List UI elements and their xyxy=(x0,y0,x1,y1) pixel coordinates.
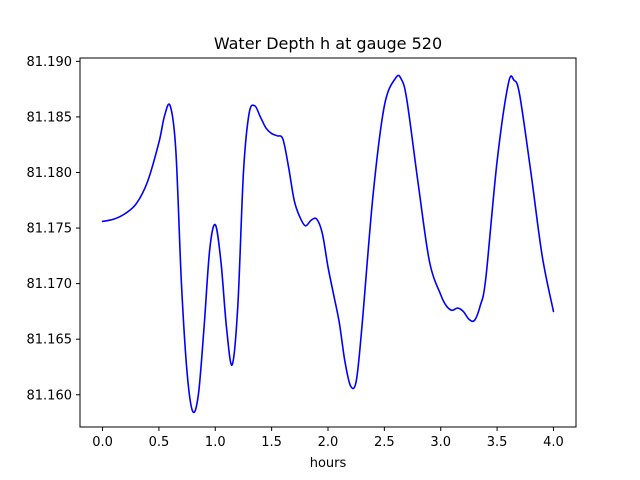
chart-title: Water Depth h at gauge 520 xyxy=(214,34,442,53)
x-tick-label: 4.0 xyxy=(543,435,564,450)
x-tick-label: 1.5 xyxy=(261,435,282,450)
y-tick-label: 81.185 xyxy=(27,110,73,125)
y-tick-label: 81.165 xyxy=(27,333,73,348)
y-tick-label: 81.170 xyxy=(27,277,73,292)
y-tick-label: 81.175 xyxy=(27,222,73,237)
y-tick-label: 81.190 xyxy=(27,55,73,70)
y-tick-label: 81.160 xyxy=(27,388,73,403)
x-axis-title: hours xyxy=(310,456,347,471)
y-axis: 81.160 81.165 81.170 81.175 81.180 81.185 81.1… xyxy=(27,55,80,403)
x-tick-label: 3.5 xyxy=(487,435,508,450)
x-axis: 0.0 0.5 1.0 1.5 2.0 2.5 3.0 3.5 4.0 xyxy=(92,427,564,450)
y-tick-label: 81.180 xyxy=(27,166,73,181)
x-tick-label: 0.5 xyxy=(149,435,170,450)
x-tick-label: 1.0 xyxy=(205,435,226,450)
x-tick-label: 3.0 xyxy=(430,435,451,450)
plot-layer xyxy=(101,74,555,414)
x-tick-label: 0.0 xyxy=(92,435,113,450)
x-tick-label: 2.5 xyxy=(374,435,395,450)
series-line-0 xyxy=(101,74,555,414)
x-tick-label: 2.0 xyxy=(318,435,339,450)
